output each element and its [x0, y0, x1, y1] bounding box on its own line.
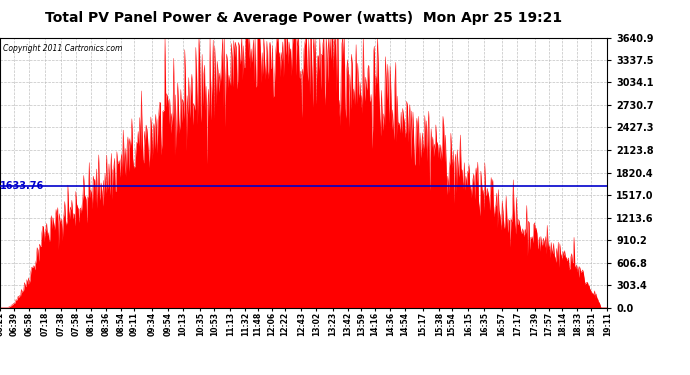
Text: Total PV Panel Power & Average Power (watts)  Mon Apr 25 19:21: Total PV Panel Power & Average Power (wa…	[45, 11, 562, 25]
Text: Copyright 2011 Cartronics.com: Copyright 2011 Cartronics.com	[3, 44, 122, 53]
Text: 1633.76: 1633.76	[0, 182, 44, 191]
